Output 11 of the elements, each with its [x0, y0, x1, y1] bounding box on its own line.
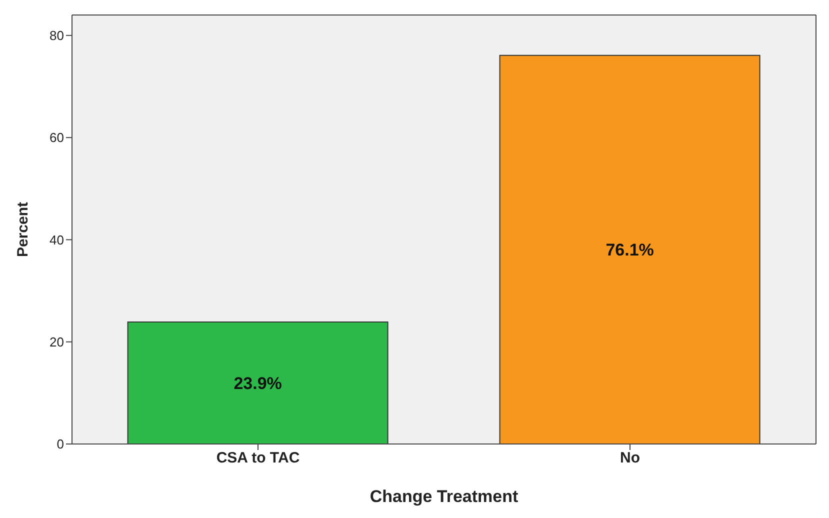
- y-tick-label: 20: [50, 334, 64, 350]
- y-axis-title: Percent: [14, 202, 32, 258]
- y-tick-label: 40: [50, 232, 64, 248]
- y-tick-label: 60: [50, 130, 64, 146]
- data-label: 23.9%: [234, 374, 282, 394]
- data-label: 76.1%: [606, 240, 654, 260]
- x-tick-label: No: [620, 450, 640, 467]
- x-tick-label: CSA to TAC: [216, 450, 300, 467]
- y-tick-label: 0: [56, 436, 64, 452]
- y-tick-label: 80: [50, 28, 64, 44]
- x-axis-title: Change Treatment: [370, 487, 518, 506]
